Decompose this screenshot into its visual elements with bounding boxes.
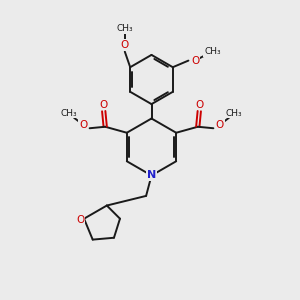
Text: CH₃: CH₃: [116, 24, 133, 33]
Text: O: O: [195, 100, 203, 110]
Text: O: O: [79, 120, 87, 130]
Text: CH₃: CH₃: [204, 47, 221, 56]
Text: CH₃: CH₃: [61, 109, 77, 118]
Text: N: N: [147, 170, 156, 181]
Text: O: O: [191, 56, 199, 66]
Text: O: O: [76, 215, 85, 225]
Text: O: O: [121, 40, 129, 50]
Text: O: O: [216, 120, 224, 130]
Text: CH₃: CH₃: [226, 109, 242, 118]
Text: O: O: [100, 100, 108, 110]
